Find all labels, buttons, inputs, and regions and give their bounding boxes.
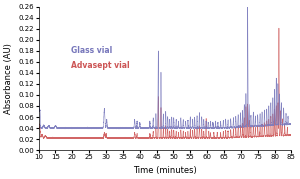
Y-axis label: Absorbance (AU): Absorbance (AU) xyxy=(4,43,13,114)
Text: Advasept vial: Advasept vial xyxy=(71,61,130,70)
Text: Glass vial: Glass vial xyxy=(71,46,113,55)
X-axis label: Time (minutes): Time (minutes) xyxy=(133,166,197,175)
